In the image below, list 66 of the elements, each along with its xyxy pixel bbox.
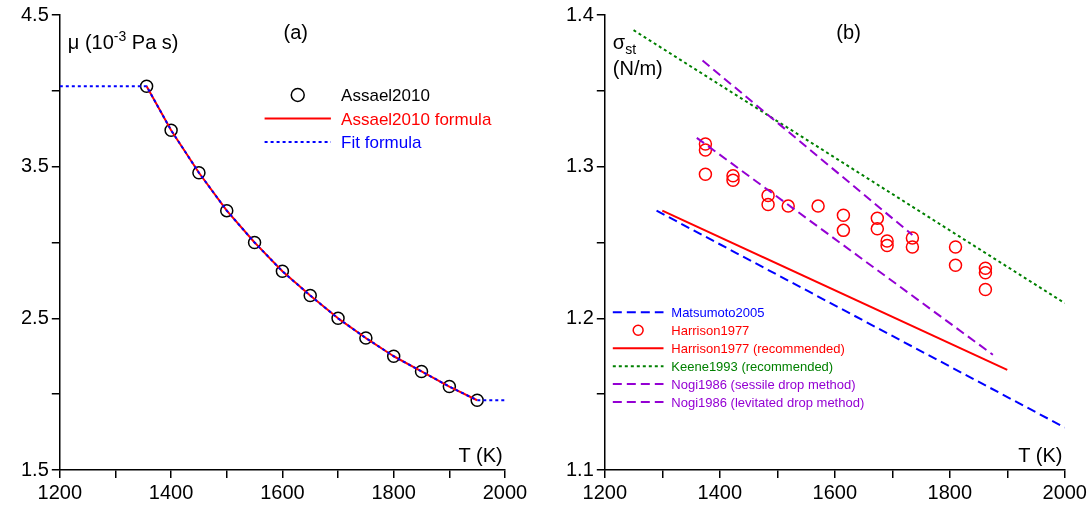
x-tick-label: 1200 [582, 480, 628, 503]
point [164, 123, 178, 138]
x-axis-title: T (K) [458, 444, 503, 466]
point [726, 169, 740, 183]
x-axis-title: T (K) [1018, 444, 1063, 466]
point [836, 223, 851, 238]
point [880, 238, 894, 253]
point [470, 393, 484, 407]
x-tick-label: 1400 [697, 480, 743, 503]
point [442, 379, 457, 394]
point [880, 234, 894, 248]
y-tick-label: 1.2 [565, 305, 594, 328]
legend-label: Nogi1986 (sessile drop method) [671, 376, 856, 392]
y-tick-label: 1.5 [20, 457, 49, 480]
y-tick-label: 1.4 [565, 2, 594, 25]
legend-label: Harrison1977 (recommended) [671, 340, 845, 356]
point [870, 222, 885, 236]
point [220, 203, 234, 218]
chart-title: (b) [836, 21, 861, 43]
point [698, 167, 713, 181]
x-tick-label: 1800 [371, 480, 416, 503]
x-tick-label: 2000 [1042, 480, 1087, 503]
legend-label: Matsumoto2005 [671, 305, 765, 321]
x-tick-label: 1200 [37, 480, 83, 503]
point [192, 165, 206, 180]
point [811, 199, 825, 213]
legend-label: Fit formula [341, 133, 422, 153]
point [978, 282, 993, 297]
point [414, 364, 429, 379]
x-tick-label: 1800 [927, 480, 973, 503]
point [698, 137, 713, 151]
y-tick-label: 3.5 [20, 154, 49, 177]
x-tick-label: 2000 [482, 480, 528, 503]
point [761, 197, 775, 212]
x-tick-label: 1600 [260, 480, 305, 503]
legend-label: Harrison1977 [671, 322, 750, 338]
legend-label: Assael2010 [341, 86, 430, 106]
point [359, 331, 373, 345]
legend-label: Nogi1986 (levitated drop method) [671, 394, 865, 410]
x-tick-label: 1600 [812, 480, 858, 503]
point [905, 231, 920, 245]
point [698, 143, 713, 157]
point [781, 199, 795, 213]
point [948, 258, 963, 272]
y-tick-label: 1.1 [565, 457, 594, 480]
x-tick-label: 1400 [148, 480, 194, 503]
point [978, 266, 993, 280]
point [948, 240, 963, 254]
point [386, 349, 401, 363]
chart-title: (a) [283, 21, 308, 43]
legend-label: Assael2010 formula [341, 109, 492, 129]
point [303, 288, 317, 303]
y-tick-label: 4.5 [20, 2, 49, 25]
point [905, 240, 920, 254]
y-tick-label: 1.3 [565, 154, 594, 177]
y-tick-label: 2.5 [20, 305, 49, 328]
point [331, 311, 345, 326]
point [275, 264, 290, 279]
legend-label: Keene1993 (recommended) [671, 358, 834, 374]
point [870, 211, 885, 225]
point [726, 173, 740, 188]
point [139, 79, 154, 94]
point [978, 261, 993, 276]
point [836, 208, 851, 222]
point [761, 188, 775, 203]
point [247, 235, 262, 250]
